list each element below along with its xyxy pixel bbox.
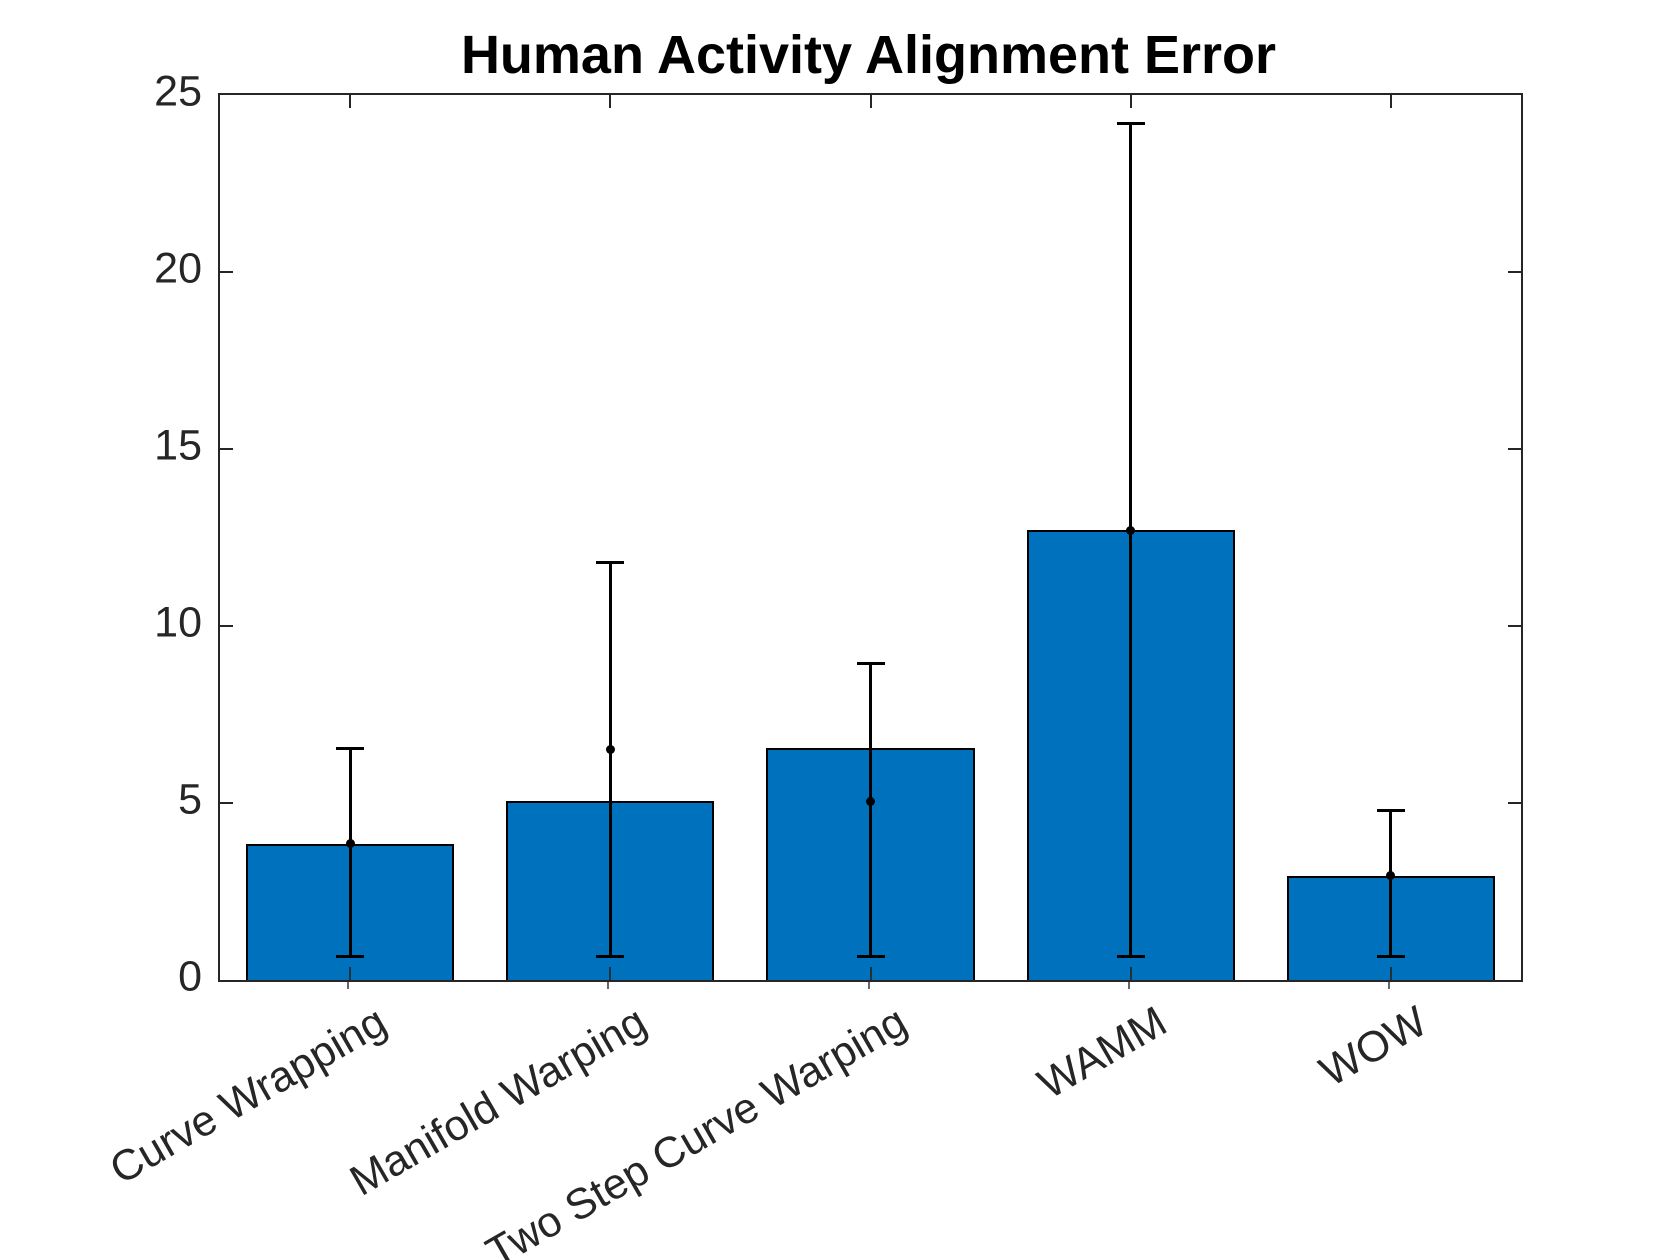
y-axis-tick-right bbox=[1508, 271, 1521, 273]
error-bar-lower-cap-wamm bbox=[1116, 955, 1145, 959]
y-axis-tick-label: 0 bbox=[178, 952, 202, 1001]
x-axis-tick-bottom-wamm bbox=[1129, 967, 1132, 980]
marker-dot-manifold-warping bbox=[605, 745, 615, 755]
error-bar-upper-cap-wamm bbox=[1116, 121, 1145, 125]
error-bar-lower-cap-two-step-curve-warping bbox=[856, 955, 885, 959]
error-bar-lower-cap-manifold-warping bbox=[596, 955, 625, 959]
x-axis-tick-outer-two-step-curve-warping bbox=[867, 980, 870, 989]
x-axis-tick-top-two-step-curve-warping bbox=[869, 95, 872, 108]
x-axis-tick-outer-wamm bbox=[1127, 980, 1130, 989]
y-axis-tick-left bbox=[220, 271, 233, 273]
error-bar-upper-cap-two-step-curve-warping bbox=[856, 661, 885, 665]
error-bar-line-manifold-warping bbox=[608, 562, 612, 957]
error-bar-line-curve-wrapping bbox=[348, 748, 352, 957]
error-bar-upper-cap-wow bbox=[1376, 808, 1405, 812]
error-bar-line-wamm bbox=[1129, 123, 1133, 957]
x-axis-tick-top-manifold-warping bbox=[609, 95, 612, 108]
y-axis-tick-left bbox=[220, 625, 233, 627]
error-bar-lower-cap-curve-wrapping bbox=[336, 955, 365, 959]
y-axis-tick-label: 15 bbox=[154, 421, 202, 470]
error-bar-line-two-step-curve-warping bbox=[869, 663, 872, 957]
x-axis-tick-bottom-curve-wrapping bbox=[349, 967, 352, 980]
y-axis-tick-left bbox=[220, 448, 233, 450]
x-axis-tick-top-wow bbox=[1389, 95, 1392, 108]
error-bar-line-wow bbox=[1389, 810, 1393, 957]
x-axis-tick-label-wow: WOW bbox=[1312, 997, 1436, 1097]
x-axis-tick-label-wamm: WAMM bbox=[1030, 997, 1176, 1109]
x-axis-tick-outer-curve-wrapping bbox=[347, 980, 350, 989]
y-axis-tick-left bbox=[220, 802, 233, 804]
x-axis-tick-bottom-two-step-curve-warping bbox=[869, 967, 872, 980]
chart-title: Human Activity Alignment Error bbox=[460, 25, 1277, 85]
marker-dot-two-step-curve-warping bbox=[866, 796, 875, 806]
error-bar-lower-cap-wow bbox=[1376, 955, 1405, 959]
x-axis-tick-top-curve-wrapping bbox=[349, 95, 352, 108]
y-axis-tick-right bbox=[1508, 625, 1521, 627]
error-bar-upper-cap-curve-wrapping bbox=[336, 746, 365, 750]
marker-dot-curve-wrapping bbox=[345, 839, 355, 849]
y-axis-tick-label: 5 bbox=[178, 775, 202, 824]
marker-dot-wamm bbox=[1126, 525, 1136, 535]
x-axis-tick-bottom-wow bbox=[1389, 967, 1392, 980]
y-axis-tick-label: 25 bbox=[154, 67, 202, 116]
x-axis-tick-outer-wow bbox=[1387, 980, 1390, 989]
x-axis-tick-top-wamm bbox=[1129, 95, 1132, 108]
marker-dot-wow bbox=[1386, 871, 1396, 881]
x-axis-tick-bottom-manifold-warping bbox=[609, 967, 612, 980]
error-bar-upper-cap-manifold-warping bbox=[596, 560, 625, 564]
y-axis-tick-right bbox=[1508, 448, 1521, 450]
y-axis-tick-label: 10 bbox=[154, 598, 202, 647]
x-axis-tick-outer-manifold-warping bbox=[607, 980, 610, 989]
y-axis-tick-label: 20 bbox=[154, 244, 202, 293]
plot-area bbox=[218, 93, 1523, 982]
y-axis-tick-right bbox=[1508, 802, 1521, 804]
x-axis-tick-label-two-step-curve-warping: Two Step Curve Warping bbox=[478, 997, 915, 1260]
